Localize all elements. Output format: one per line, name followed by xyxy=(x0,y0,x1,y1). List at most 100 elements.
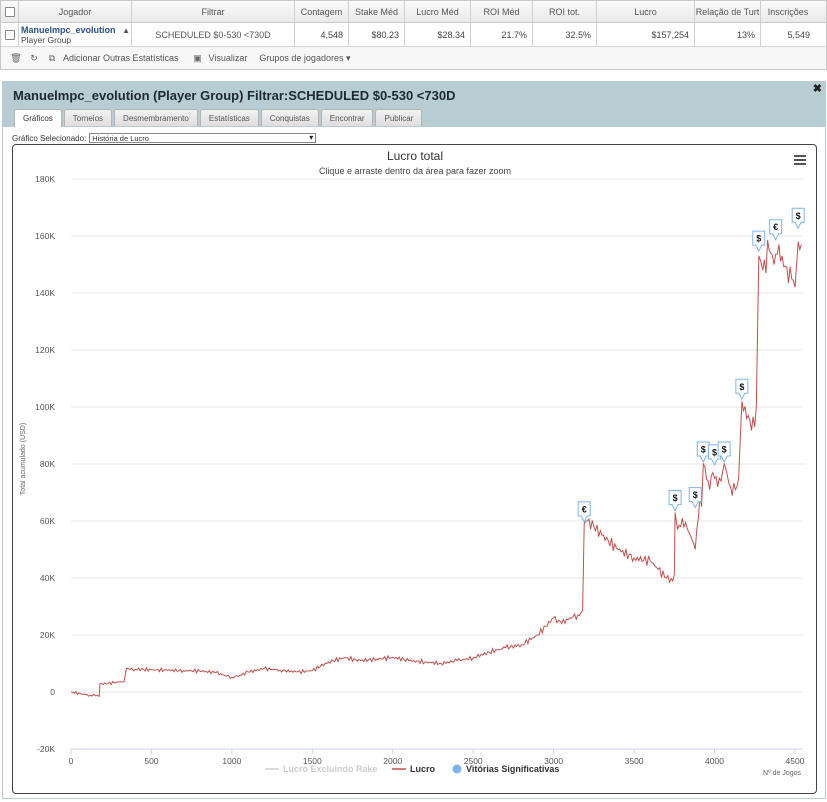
significant-win-marker[interactable]: $ xyxy=(668,489,682,512)
series-line-profit[interactable] xyxy=(70,240,802,698)
select-all-checkbox[interactable] xyxy=(1,1,19,22)
legend-wins-label[interactable]: Vitórias Significativas xyxy=(466,764,559,774)
header-avg-stake[interactable]: Stake Méd xyxy=(349,1,405,22)
x-tick-label: 1000 xyxy=(222,756,241,766)
win-symbol: € xyxy=(773,222,778,232)
chevron-down-icon: ▾ xyxy=(309,133,314,142)
row-checkbox[interactable] xyxy=(1,23,19,46)
y-tick-label: 100K xyxy=(35,402,55,412)
significant-win-marker[interactable]: $ xyxy=(791,207,805,230)
y-tick-label: 180K xyxy=(35,174,55,184)
close-icon[interactable]: ✖ xyxy=(812,83,822,95)
y-tick-label: 140K xyxy=(35,288,55,298)
add-stats-button[interactable]: Adicionar Outras Estatísticas xyxy=(63,53,179,63)
chart-title: Lucro total xyxy=(387,149,443,163)
trash-icon[interactable]: 🗑 xyxy=(10,52,22,63)
y-tick-label: 80K xyxy=(40,459,55,469)
win-symbol: $ xyxy=(796,211,801,221)
results-panel: Manuelmpc_evolution (Player Group) Filtr… xyxy=(2,81,826,799)
graph-select[interactable]: História de Lucro ▾ xyxy=(89,133,317,143)
player-cell[interactable]: Manuelmpc_evolution Player Group ▲ xyxy=(19,23,132,46)
grid-toolbar: 🗑 ↻ ⧉ Adicionar Outras Estatísticas ▣ Vi… xyxy=(1,47,826,69)
x-axis-label: Nº de Jogos xyxy=(763,770,801,777)
grid-header-row: Jogador Filtrar Contagem Stake Méd Lucro… xyxy=(1,1,826,23)
panel-title: Manuelmpc_evolution (Player Group) Filtr… xyxy=(13,88,456,103)
win-symbol: $ xyxy=(693,490,698,500)
profit-cell: $157,254 xyxy=(597,23,695,46)
tab-find[interactable]: Encontrar xyxy=(320,109,374,126)
win-symbol: $ xyxy=(739,382,744,392)
tab-breakdown[interactable]: Desmembramento xyxy=(114,109,198,126)
significant-win-marker[interactable]: $ xyxy=(688,487,702,509)
x-tick-label: 3500 xyxy=(625,756,644,766)
panel-tabs: Gráficos Torneios Desmembramento Estatís… xyxy=(14,109,423,127)
chevron-down-icon: ▾ xyxy=(345,52,351,63)
header-avg-roi[interactable]: ROI Méd xyxy=(471,1,533,22)
y-axis-label: Total acumulado (USD) xyxy=(20,423,27,495)
win-symbol: $ xyxy=(712,447,717,457)
legend-rake-label[interactable]: Lucro Excluindo Rake xyxy=(283,764,378,774)
win-symbol: $ xyxy=(701,445,706,455)
header-ratio[interactable]: Relação de Turt xyxy=(695,1,761,22)
filter-cell: SCHEDULED $0-530 <730D xyxy=(132,23,295,46)
y-tick-label: 20K xyxy=(40,630,55,640)
significant-win-marker[interactable]: € xyxy=(769,219,783,241)
y-tick-label: 160K xyxy=(35,231,55,241)
stats-grid: Jogador Filtrar Contagem Stake Méd Lucro… xyxy=(0,0,827,70)
checkbox-box[interactable] xyxy=(4,29,15,40)
significant-win-marker[interactable]: $ xyxy=(696,441,710,464)
x-tick-label: 3000 xyxy=(544,756,563,766)
significant-win-marker[interactable]: € xyxy=(577,501,591,523)
chart-container[interactable]: Lucro total Clique e arraste dentro da á… xyxy=(12,144,817,794)
profit-chart[interactable]: Lucro total Clique e arraste dentro da á… xyxy=(13,145,818,795)
y-tick-label: 120K xyxy=(35,345,55,355)
y-tick-label: 60K xyxy=(40,516,55,526)
header-entries[interactable]: Inscrições xyxy=(767,6,809,17)
image-icon[interactable]: ▣ xyxy=(193,52,202,63)
tab-achievements[interactable]: Conquistas xyxy=(260,109,319,126)
view-button[interactable]: Visualizar xyxy=(208,53,248,63)
significant-win-marker[interactable]: $ xyxy=(717,441,731,464)
x-tick-label: 4500 xyxy=(785,756,804,766)
header-avg-profit[interactable]: Lucro Méd xyxy=(405,1,471,22)
legend-profit-label[interactable]: Lucro xyxy=(410,764,436,774)
player-group-label: Player Group xyxy=(21,34,72,45)
player-groups-dropdown[interactable]: Grupos de jogadores ▾ xyxy=(259,53,350,64)
hamburger-menu-icon[interactable] xyxy=(794,155,806,165)
player-menu-icon[interactable]: ▲ xyxy=(122,26,130,35)
checkbox-box[interactable] xyxy=(4,6,15,17)
y-tick-label: 40K xyxy=(40,573,55,583)
x-tick-label: 0 xyxy=(69,756,74,766)
chart-subtitle: Clique e arraste dentro da área para faz… xyxy=(319,166,511,176)
graph-selector-label: Gráfico Selecionado: xyxy=(12,133,87,143)
y-tick-label: 0 xyxy=(50,687,55,697)
significant-win-marker[interactable]: $ xyxy=(752,230,766,253)
table-row[interactable]: Manuelmpc_evolution Player Group ▲ SCHED… xyxy=(1,23,826,47)
graph-select-value: História de Lucro xyxy=(92,133,149,143)
x-tick-label: 4000 xyxy=(705,756,724,766)
count-cell: 4,548 xyxy=(295,23,349,46)
chart-legend: Lucro Excluindo Rake Lucro Vitórias Sign… xyxy=(265,764,559,774)
x-tick-label: 2500 xyxy=(464,756,483,766)
tab-publish[interactable]: Publicar xyxy=(375,109,423,126)
refresh-icon[interactable]: ↻ xyxy=(30,52,38,63)
entries-cell: 5,549 xyxy=(787,29,810,40)
external-link-icon[interactable]: ⧉ xyxy=(48,52,56,63)
graph-selector: Gráfico Selecionado: História de Lucro ▾ xyxy=(12,133,317,143)
tab-statistics[interactable]: Estatísticas xyxy=(199,109,259,126)
win-symbol: € xyxy=(582,504,587,514)
tab-graphs[interactable]: Gráficos xyxy=(14,109,62,127)
significant-win-marker[interactable]: $ xyxy=(735,378,749,401)
player-groups-label: Grupos de jogadores xyxy=(259,52,344,63)
panel-header: Manuelmpc_evolution (Player Group) Filtr… xyxy=(3,82,825,127)
header-profit[interactable]: Lucro xyxy=(597,1,695,22)
player-name-link[interactable]: Manuelmpc_evolution xyxy=(21,24,116,35)
header-player[interactable]: Jogador xyxy=(19,1,132,22)
header-filter[interactable]: Filtrar xyxy=(132,1,295,22)
ratio-cell: 13% xyxy=(695,23,761,46)
y-tick-label: -20K xyxy=(37,744,55,754)
tab-tournaments[interactable]: Torneios xyxy=(63,109,113,126)
x-tick-label: 500 xyxy=(144,756,158,766)
header-total-roi[interactable]: ROI tot. xyxy=(533,1,597,22)
header-count[interactable]: Contagem xyxy=(295,1,349,22)
